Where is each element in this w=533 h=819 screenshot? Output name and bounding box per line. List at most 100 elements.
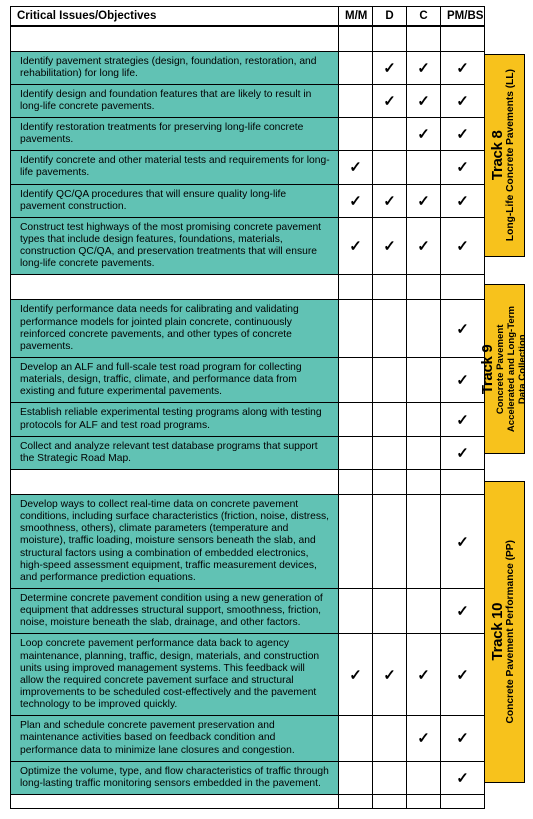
- track-tabs-column: Track 8Long-Life Concrete Pavements (LL)…: [485, 6, 525, 809]
- check-cell: ✓: [373, 84, 407, 117]
- checkmark-icon: ✓: [383, 667, 396, 684]
- check-cell: ✓: [441, 761, 485, 794]
- side-spacer: [485, 6, 525, 54]
- issue-cell: Develop an ALF and full-scale test road …: [11, 358, 339, 403]
- check-cell: ✓: [407, 634, 441, 716]
- check-cell: [373, 118, 407, 151]
- check-cell: [339, 761, 373, 794]
- table-row: Identify design and foundation features …: [11, 84, 485, 117]
- check-cell: [373, 436, 407, 469]
- check-cell: ✓: [339, 634, 373, 716]
- checkmark-icon: ✓: [456, 412, 469, 429]
- check-cell: [373, 495, 407, 589]
- table-header-row: Critical Issues/Objectives M/M D C PM/BS: [11, 7, 485, 27]
- table-row: Identify pavement strategies (design, fo…: [11, 51, 485, 84]
- check-cell: ✓: [441, 217, 485, 275]
- issue-cell: Develop ways to collect real-time data o…: [11, 495, 339, 589]
- issue-cell: Establish reliable experimental testing …: [11, 403, 339, 436]
- check-cell: ✓: [441, 51, 485, 84]
- col-header-mm: M/M: [339, 7, 373, 27]
- track-label: Track 9Concrete PavementAccelerated and …: [480, 306, 529, 432]
- check-cell: ✓: [373, 51, 407, 84]
- check-cell: ✓: [441, 300, 485, 358]
- checkmark-icon: ✓: [383, 238, 396, 255]
- checkmark-icon: ✓: [456, 60, 469, 77]
- track-tab: Track 9Concrete PavementAccelerated and …: [485, 284, 525, 454]
- col-header-issues: Critical Issues/Objectives: [11, 7, 339, 27]
- checkmark-icon: ✓: [383, 193, 396, 210]
- issue-cell: Identify performance data needs for cali…: [11, 300, 339, 358]
- check-cell: ✓: [441, 716, 485, 761]
- check-cell: [339, 358, 373, 403]
- table-row: Establish reliable experimental testing …: [11, 403, 485, 436]
- table-row: Identify performance data needs for cali…: [11, 300, 485, 358]
- check-cell: ✓: [339, 151, 373, 184]
- checkmark-icon: ✓: [456, 93, 469, 110]
- track-name-line: Accelerated and Long-Term: [507, 306, 517, 432]
- check-cell: [339, 118, 373, 151]
- check-cell: [373, 300, 407, 358]
- check-cell: [339, 51, 373, 84]
- checkmark-icon: ✓: [417, 93, 430, 110]
- checkmark-icon: ✓: [417, 238, 430, 255]
- issue-cell: Identify concrete and other material tes…: [11, 151, 339, 184]
- checkmark-icon: ✓: [383, 93, 396, 110]
- check-cell: [407, 151, 441, 184]
- col-header-d: D: [373, 7, 407, 27]
- table-row: Determine concrete pavement condition us…: [11, 589, 485, 634]
- check-cell: ✓: [339, 184, 373, 217]
- check-cell: ✓: [339, 217, 373, 275]
- track-label: Track 10Concrete Pavement Performance (P…: [490, 540, 518, 723]
- check-cell: ✓: [407, 217, 441, 275]
- check-cell: [373, 403, 407, 436]
- issue-cell: Plan and schedule concrete pavement pres…: [11, 716, 339, 761]
- check-cell: [407, 761, 441, 794]
- track-name-line: Concrete Pavement: [496, 306, 506, 432]
- checkmark-icon: ✓: [349, 159, 362, 176]
- check-cell: [407, 403, 441, 436]
- check-cell: ✓: [407, 118, 441, 151]
- check-cell: [339, 84, 373, 117]
- checkmark-icon: ✓: [456, 159, 469, 176]
- track-number: Track 9: [480, 306, 496, 432]
- table-row: Construct test highways of the most prom…: [11, 217, 485, 275]
- checkmark-icon: ✓: [456, 321, 469, 338]
- col-header-c: C: [407, 7, 441, 27]
- check-cell: [339, 495, 373, 589]
- check-cell: ✓: [407, 184, 441, 217]
- check-cell: [373, 589, 407, 634]
- check-cell: [407, 436, 441, 469]
- check-cell: [407, 300, 441, 358]
- check-cell: ✓: [407, 51, 441, 84]
- checkmark-icon: ✓: [456, 193, 469, 210]
- check-cell: [339, 716, 373, 761]
- check-cell: ✓: [373, 634, 407, 716]
- side-gap: [485, 257, 525, 284]
- check-cell: ✓: [441, 589, 485, 634]
- checkmark-icon: ✓: [417, 730, 430, 747]
- issue-cell: Identify QC/QA procedures that will ensu…: [11, 184, 339, 217]
- table-row: Develop ways to collect real-time data o…: [11, 495, 485, 589]
- track-number: Track 10: [490, 540, 506, 723]
- checkmark-icon: ✓: [417, 126, 430, 143]
- check-cell: ✓: [373, 217, 407, 275]
- table-row: Loop concrete pavement performance data …: [11, 634, 485, 716]
- check-cell: ✓: [407, 84, 441, 117]
- table-row: Collect and analyze relevant test databa…: [11, 436, 485, 469]
- page-layout: Critical Issues/Objectives M/M D C PM/BS…: [10, 6, 525, 809]
- issue-cell: Determine concrete pavement condition us…: [11, 589, 339, 634]
- issue-cell: Loop concrete pavement performance data …: [11, 634, 339, 716]
- check-cell: [339, 403, 373, 436]
- checkmark-icon: ✓: [349, 238, 362, 255]
- check-cell: [373, 358, 407, 403]
- track-name-line: Concrete Pavement Performance (PP): [506, 540, 517, 723]
- check-cell: [373, 761, 407, 794]
- check-cell: ✓: [373, 184, 407, 217]
- checkmark-icon: ✓: [349, 193, 362, 210]
- issue-cell: Optimize the volume, type, and flow char…: [11, 761, 339, 794]
- spacer-row: [11, 794, 485, 808]
- main-table-wrap: Critical Issues/Objectives M/M D C PM/BS…: [10, 6, 485, 809]
- track-label: Track 8Long-Life Concrete Pavements (LL): [490, 69, 518, 241]
- issue-cell: Identify pavement strategies (design, fo…: [11, 51, 339, 84]
- table-row: Identify QC/QA procedures that will ensu…: [11, 184, 485, 217]
